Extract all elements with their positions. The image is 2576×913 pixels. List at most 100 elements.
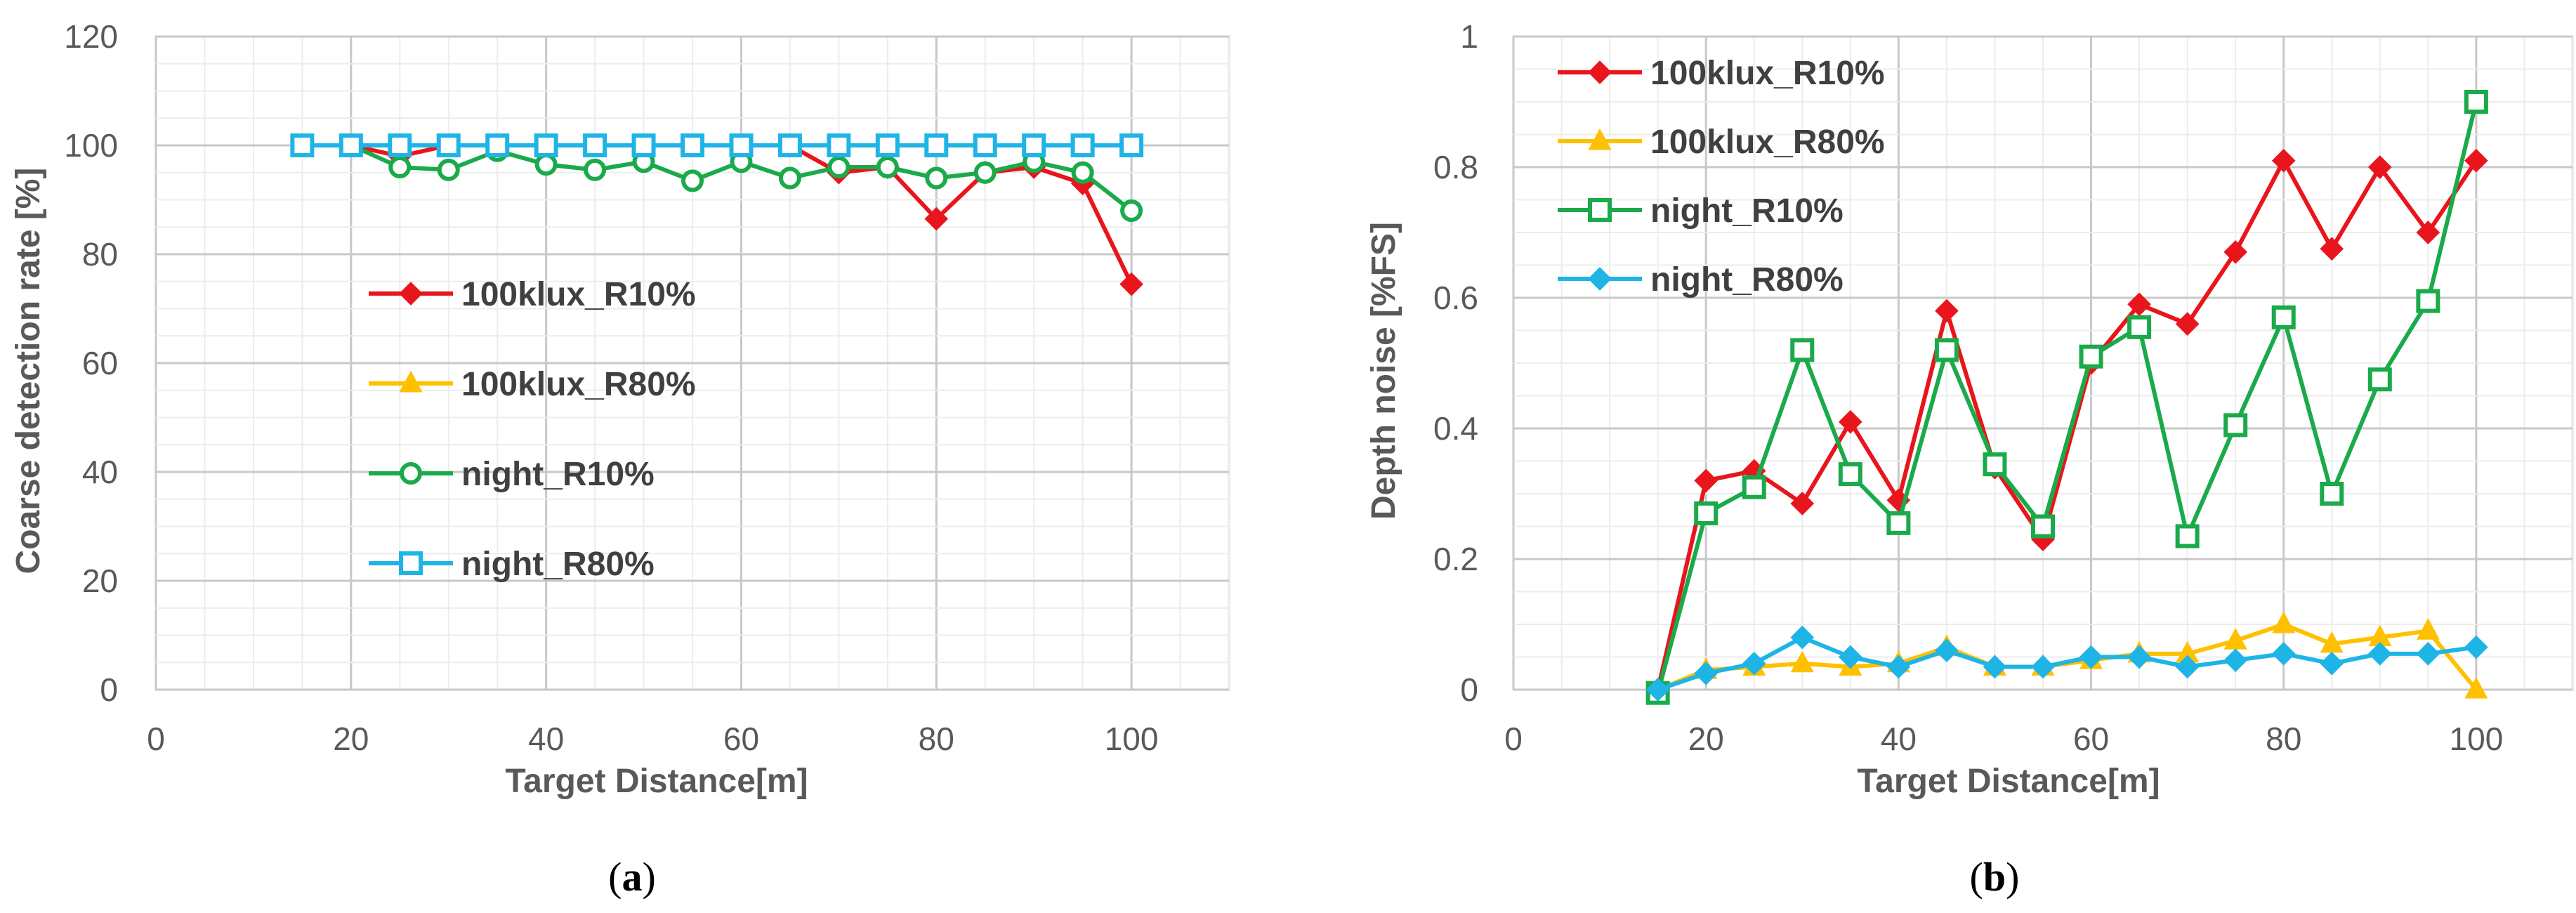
series-group-a	[290, 132, 1144, 296]
legend-item-night-r10: night_R10%	[369, 456, 655, 493]
y-tick-label: 1	[1460, 18, 1478, 55]
y-tick-label: 0	[1460, 671, 1478, 708]
series-line-night-r10	[1655, 101, 2478, 694]
data-point-night-r80	[1742, 651, 1766, 676]
data-point-night-r10	[2079, 344, 2103, 369]
legend-swatch-marker	[1588, 60, 1612, 84]
caption-a-open: (	[608, 854, 622, 900]
data-point-night-r80	[583, 133, 607, 157]
legend-label: night_R80%	[461, 546, 655, 583]
x-tick-label: 80	[919, 721, 954, 757]
data-point-100klux-r80	[2223, 628, 2247, 650]
data-point-100klux-r10	[1790, 492, 1815, 515]
data-point-night-r80	[290, 133, 315, 157]
data-point-100klux-r10	[2127, 292, 2151, 317]
data-point-night-r10	[973, 161, 997, 184]
y-tick-label: 80	[82, 236, 118, 272]
data-point-100klux-r80	[1790, 650, 1814, 673]
y-tick-label: 0.8	[1433, 149, 1478, 185]
data-point-night-r10	[1120, 199, 1143, 222]
x-tick-label: 0	[147, 721, 165, 757]
data-point-100klux-r10	[1119, 272, 1143, 296]
x-tick-label: 40	[528, 721, 564, 757]
data-point-night-r10	[2464, 90, 2488, 114]
x-tick-label: 20	[333, 721, 369, 757]
legend-label: 100klux_R10%	[1650, 55, 1885, 92]
data-point-night-r80	[1886, 655, 1911, 679]
legend-label: night_R80%	[1650, 261, 1844, 298]
data-point-night-r10	[778, 166, 801, 190]
data-point-night-r80	[2320, 651, 2344, 676]
data-point-night-r10	[1838, 462, 1862, 487]
data-point-night-r80	[1070, 133, 1095, 157]
data-point-100klux-r10	[2271, 148, 2296, 173]
x-tick-label: 100	[2450, 721, 2504, 757]
data-point-night-r80	[1790, 625, 1815, 650]
data-point-night-r10	[1886, 511, 1911, 535]
data-point-night-r10	[1790, 338, 1815, 362]
legend-a: 100klux_R10% 100klux_R80% night_R10% night_…	[369, 276, 696, 583]
data-point-night-r80	[436, 133, 461, 157]
y-tick-label: 0	[100, 671, 118, 708]
caption-b-letter: b	[1983, 854, 2006, 900]
data-point-100klux-r10	[1935, 298, 1959, 323]
data-point-night-r10	[2175, 524, 2200, 549]
data-point-night-r80	[1935, 638, 1959, 663]
x-tick-labels-b: 0 20 40 60 80 100	[1504, 721, 2503, 757]
data-point-night-r80	[777, 133, 802, 157]
x-tick-label: 40	[1881, 721, 1917, 757]
data-point-night-r80	[729, 133, 754, 157]
data-point-night-r10	[1071, 161, 1094, 184]
x-tick-label: 20	[1688, 721, 1724, 757]
data-point-100klux-r10	[2223, 240, 2248, 264]
data-point-100klux-r80	[2464, 676, 2488, 699]
chart-panel-a: 0 20 40 60 80 100 0 20 40 60 80 100 120 Target Dist…	[10, 18, 1230, 800]
data-point-night-r10	[2271, 305, 2296, 329]
x-tick-label: 0	[1504, 721, 1523, 757]
y-tick-label: 0.4	[1433, 410, 1478, 447]
legend-item-night-r80: night_R80%	[369, 546, 655, 583]
data-point-night-r10	[681, 169, 704, 192]
data-point-night-r80	[2464, 635, 2488, 659]
legend-swatch-marker	[400, 462, 422, 485]
caption-a-close: )	[643, 854, 656, 900]
x-axis-title-a: Target Distance[m]	[505, 763, 808, 800]
caption-b-close: )	[2006, 854, 2019, 900]
series-line-100klux-r10	[1655, 158, 2478, 690]
data-point-night-r80	[631, 133, 656, 157]
x-tick-label: 100	[1105, 721, 1159, 757]
x-tick-label: 80	[2266, 721, 2301, 757]
caption-b-open: (	[1970, 854, 1983, 900]
data-point-100klux-r10	[2367, 155, 2392, 179]
data-point-night-r10	[925, 166, 948, 190]
legend-item-100klux-r80: 100klux_R80%	[369, 366, 696, 403]
data-point-night-r10	[2320, 482, 2344, 506]
x-tick-labels-a: 0 20 40 60 80 100	[147, 721, 1158, 757]
legend-item-100klux-r10: 100klux_R10%	[1558, 55, 1885, 92]
x-tick-label: 60	[723, 721, 759, 757]
data-point-night-r10	[437, 158, 460, 181]
data-point-100klux-r10	[924, 206, 949, 231]
data-point-100klux-r80	[2272, 611, 2296, 633]
data-point-night-r80	[681, 133, 704, 157]
data-point-night-r10	[1742, 475, 1766, 499]
panel-caption-b: (b)	[1970, 854, 2020, 900]
y-tick-label: 100	[64, 127, 118, 164]
data-point-100klux-r10	[1838, 409, 1862, 434]
data-point-night-r10	[584, 158, 607, 181]
data-point-night-r80	[485, 133, 510, 157]
legend-item-night-r10: night_R10%	[1558, 192, 1844, 230]
grid-b	[1512, 35, 2573, 691]
caption-a-letter: a	[622, 854, 643, 900]
data-point-night-r10	[2031, 514, 2055, 539]
data-point-night-r80	[2079, 645, 2103, 669]
legend-swatch-marker	[1588, 267, 1612, 291]
panel-caption-a: (a)	[608, 854, 656, 900]
data-point-night-r10	[534, 153, 558, 176]
data-point-night-r80	[1022, 133, 1046, 157]
data-point-night-r80	[1645, 678, 1670, 702]
y-tick-labels-a: 0 20 40 60 80 100 120	[64, 18, 118, 708]
data-point-night-r10	[876, 156, 899, 178]
data-point-night-r80	[973, 133, 997, 157]
data-point-night-r80	[1983, 655, 2007, 679]
